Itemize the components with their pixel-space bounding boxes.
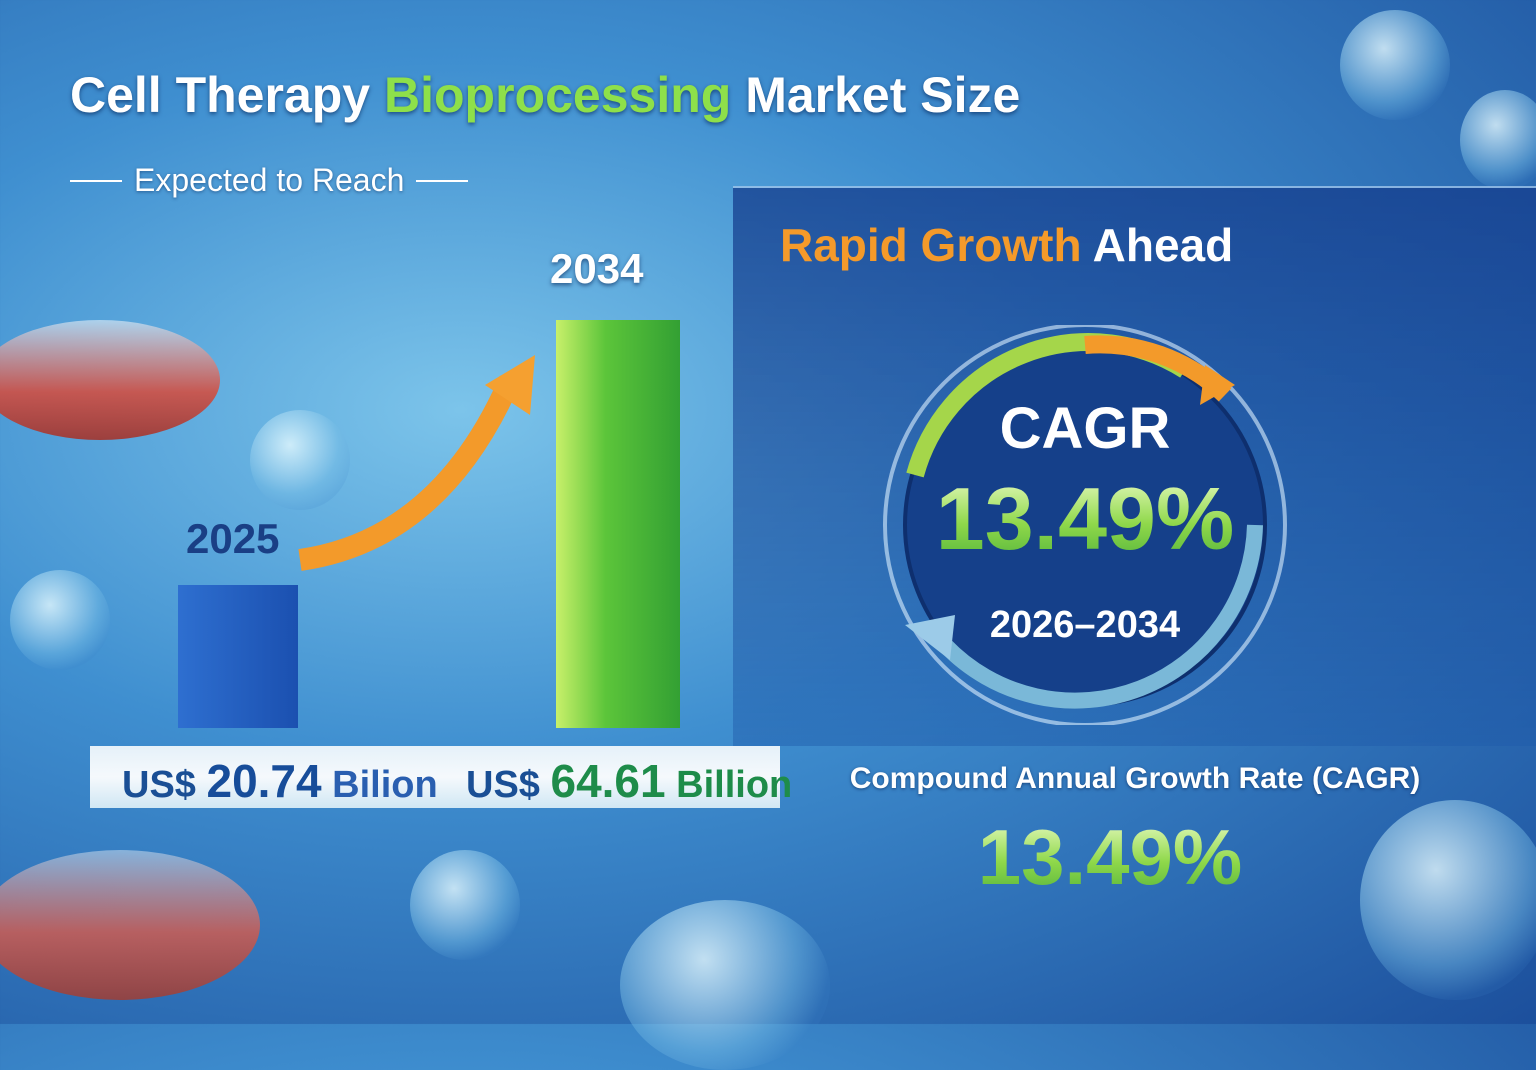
cagr-value: 13.49% bbox=[885, 468, 1285, 570]
cell-decoration bbox=[1460, 90, 1536, 190]
page-title: Cell Therapy Bioprocessing Market Size bbox=[70, 66, 1020, 124]
cell-decoration bbox=[10, 570, 110, 670]
growth-arrow-icon bbox=[298, 355, 535, 571]
footer-label: Compound Annual Growth Rate (CAGR) bbox=[849, 762, 1421, 795]
bar-label-2025: 2025 bbox=[186, 515, 280, 562]
subtitle: Expected to Reach bbox=[70, 162, 469, 199]
cell-decoration bbox=[620, 900, 830, 1070]
divider bbox=[416, 179, 469, 182]
title-part: Market Size bbox=[731, 67, 1021, 123]
cycle-arrows-icon bbox=[883, 325, 1287, 725]
value-number: 64.61 bbox=[550, 755, 666, 807]
petri-dish-image bbox=[0, 850, 260, 1000]
value-prefix: US$ bbox=[122, 764, 207, 806]
value-2034: US$ 64.61 Billion bbox=[466, 754, 792, 808]
bar-label-2034: 2034 bbox=[550, 245, 644, 292]
bar-2025 bbox=[178, 585, 298, 728]
cell-decoration bbox=[1360, 800, 1536, 1000]
panel-heading: Rapid Growth Ahead bbox=[780, 218, 1233, 272]
title-part: Cell Therapy bbox=[70, 67, 384, 123]
heading-rest: Ahead bbox=[1081, 219, 1234, 271]
subtitle-text: Expected to Reach bbox=[134, 162, 405, 198]
cagr-label: CAGR bbox=[999, 396, 1171, 461]
cell-decoration bbox=[250, 410, 350, 510]
cell-decoration bbox=[410, 850, 520, 960]
divider bbox=[70, 179, 122, 182]
petri-dish-image bbox=[0, 320, 220, 440]
value-prefix: US$ bbox=[466, 764, 551, 806]
value-2025: US$ 20.74 Bilion bbox=[122, 754, 438, 808]
heading-highlight: Rapid Growth bbox=[780, 219, 1082, 271]
value-number: 20.74 bbox=[206, 755, 322, 807]
value-strip bbox=[90, 746, 780, 808]
cagr-period: 2026–2034 bbox=[989, 604, 1181, 646]
footer-value: 13.49% bbox=[885, 812, 1335, 903]
bar-2034 bbox=[556, 320, 680, 728]
value-unit: Billion bbox=[665, 764, 793, 806]
title-highlight: Bioprocessing bbox=[384, 67, 732, 123]
value-unit: Bilion bbox=[321, 764, 438, 806]
cell-decoration bbox=[1340, 10, 1450, 120]
